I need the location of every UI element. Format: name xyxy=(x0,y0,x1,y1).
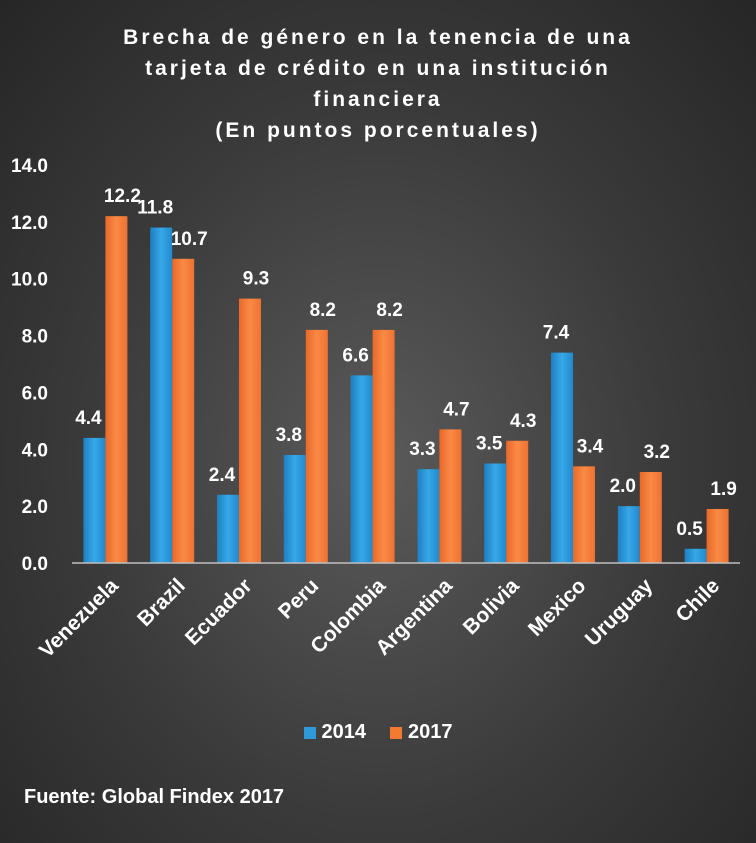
data-label: 8.2 xyxy=(310,300,336,321)
legend-label-2014: 2014 xyxy=(321,721,367,743)
y-tick-label: 14.0 xyxy=(11,156,48,177)
bar-2014-uruguay xyxy=(617,506,640,563)
bar-2017-colombia xyxy=(372,329,395,563)
data-label: 0.5 xyxy=(676,519,703,540)
bar-2017-peru xyxy=(305,329,328,563)
data-label: 9.3 xyxy=(243,269,269,290)
title-line-3: financiera xyxy=(313,88,443,111)
data-label: 2.4 xyxy=(209,465,236,486)
legend: 2014 2017 xyxy=(0,721,756,744)
data-label: 3.5 xyxy=(476,434,503,455)
bar-2014-colombia xyxy=(350,375,373,563)
data-label: 4.4 xyxy=(75,408,102,429)
bar-2017-brazil xyxy=(172,258,195,563)
bar-2017-ecuador xyxy=(239,298,261,563)
category-label: Peru xyxy=(274,574,323,623)
bar-2014-brazil xyxy=(150,227,173,564)
bar-2017-argentina xyxy=(439,429,462,563)
category-label: Bolivia xyxy=(459,574,524,639)
y-tick-label: 2.0 xyxy=(22,497,48,518)
data-label: 7.4 xyxy=(543,323,570,344)
bar-2017-venezuela xyxy=(105,216,128,563)
data-label: 3.2 xyxy=(644,442,670,463)
y-tick-label: 4.0 xyxy=(22,440,48,461)
bar-2014-ecuador xyxy=(217,494,239,563)
data-label: 3.4 xyxy=(577,436,604,457)
title-line-4: (En puntos porcentuales) xyxy=(215,119,541,142)
title-line-2: tarjeta de crédito en una institución xyxy=(145,57,611,80)
data-label: 4.3 xyxy=(510,411,536,432)
legend-swatch-2017 xyxy=(390,726,402,739)
category-label: Mexico xyxy=(524,574,591,641)
category-label: Brazil xyxy=(133,574,190,631)
source-note: Fuente: Global Findex 2017 xyxy=(24,786,285,808)
y-tick-label: 6.0 xyxy=(22,383,48,404)
y-tick-label: 10.0 xyxy=(11,270,48,291)
title-line-1: Brecha de género en la tenencia de una xyxy=(123,26,633,49)
category-label: Venezuela xyxy=(35,574,123,662)
y-tick-label: 12.0 xyxy=(11,213,48,234)
category-label: Chile xyxy=(672,574,725,627)
category-label: Uruguay xyxy=(581,574,658,651)
chart-title: Brecha de género en la tenencia de una t… xyxy=(0,22,756,146)
data-label: 10.7 xyxy=(171,229,208,250)
y-tick-label: 0.0 xyxy=(22,554,48,575)
bar-2014-chile xyxy=(684,548,707,563)
bar-2017-bolivia xyxy=(506,440,529,563)
bar-2014-peru xyxy=(283,454,306,563)
data-label: 11.8 xyxy=(137,198,173,219)
data-label: 12.2 xyxy=(104,186,141,207)
legend-label-2017: 2017 xyxy=(408,721,453,743)
data-label: 3.3 xyxy=(409,439,435,460)
data-label: 1.9 xyxy=(710,479,736,500)
data-label: 2.0 xyxy=(610,476,636,497)
data-label: 3.8 xyxy=(276,425,302,446)
y-tick-label: 8.0 xyxy=(22,327,48,348)
data-label: 8.2 xyxy=(376,300,402,321)
bar-2017-chile xyxy=(706,508,729,563)
bar-2014-argentina xyxy=(417,469,440,563)
bar-2014-venezuela xyxy=(83,437,106,563)
bar-2017-uruguay xyxy=(639,472,662,563)
data-label: 6.6 xyxy=(342,345,368,366)
category-label: Ecuador xyxy=(181,574,257,650)
legend-item-2017: 2017 xyxy=(390,721,453,744)
bar-2014-mexico xyxy=(551,352,573,563)
bar-2017-mexico xyxy=(573,466,595,563)
bar-2014-bolivia xyxy=(484,463,507,563)
legend-swatch-2014 xyxy=(303,726,316,739)
legend-item-2014: 2014 xyxy=(303,721,367,744)
data-label: 4.7 xyxy=(443,399,469,420)
